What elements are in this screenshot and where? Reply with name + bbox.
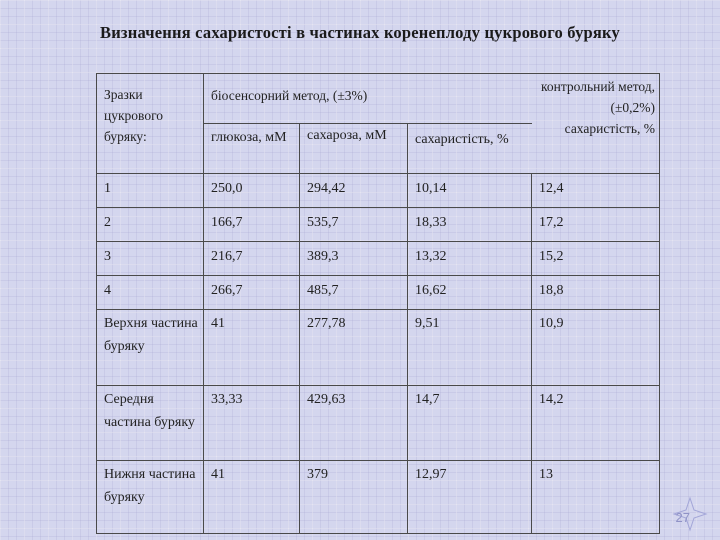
- table-cell: 9,51: [406, 309, 533, 386]
- table-row: 1 250,0 294,42 10,14 12,4: [96, 173, 661, 208]
- page-number: 27: [675, 510, 690, 525]
- table-cell: 12,97: [406, 460, 533, 534]
- table-cell: 1: [96, 173, 204, 208]
- table-row: 3 216,7 389,3 13,32 15,2: [96, 241, 661, 276]
- table-cell: 216,7: [203, 241, 300, 276]
- slide-title: Визначення сахаристості в частинах корен…: [100, 23, 620, 42]
- table-cell: 4: [96, 275, 204, 310]
- table-cell: 485,7: [299, 275, 408, 310]
- table-header-row: Зразки цукрового буряку: біосенсорний ме…: [96, 73, 661, 174]
- table-cell: 2: [96, 207, 204, 242]
- biosensor-method-label: біосенсорний метод, (±3%): [211, 88, 368, 103]
- table-cell: 10,9: [531, 309, 661, 386]
- biosensor-method-header: біосенсорний метод, (±3%): [202, 73, 532, 124]
- table-cell: 277,78: [299, 309, 408, 386]
- control-method-header: контрольний метод, (±0,2%) сахаристість,…: [531, 73, 661, 174]
- table-cell: 3: [96, 241, 204, 276]
- table-cell: 10,14: [406, 173, 533, 208]
- table-cell: 13,32: [406, 241, 533, 276]
- table-cell: 14,2: [531, 385, 661, 461]
- table-row: Верхня частина буряку 41 277,78 9,51 10,…: [96, 309, 661, 386]
- glucose-header: глюкоза, мМ: [203, 123, 300, 174]
- table-cell: 41: [203, 309, 300, 386]
- sucrose-header: сахароза, мМ: [299, 123, 408, 174]
- table-cell: Середня частина буряку: [96, 385, 204, 461]
- sugar-content-header-label: сахаристість, %: [415, 132, 509, 147]
- glucose-header-label: глюкоза, мМ: [211, 130, 287, 145]
- table-cell: 250,0: [203, 173, 300, 208]
- table-cell: 535,7: [299, 207, 408, 242]
- table-cell: 18,8: [531, 275, 661, 310]
- table-cell: 379: [299, 460, 408, 534]
- table-row: 4 266,7 485,7 16,62 18,8: [96, 275, 661, 310]
- table-cell: 18,33: [406, 207, 533, 242]
- table-cell: 166,7: [203, 207, 300, 242]
- table-cell: 14,7: [406, 385, 533, 461]
- sucrose-header-label: сахароза, мМ: [307, 128, 387, 143]
- table-cell: 33,33: [203, 385, 300, 461]
- samples-header-label: Зразки цукрового буряку:: [104, 87, 164, 144]
- table-cell: 15,2: [531, 241, 661, 276]
- table-cell: 12,4: [531, 173, 661, 208]
- table-cell: 17,2: [531, 207, 661, 242]
- table-cell: Верхня частина буряку: [96, 309, 204, 386]
- table-cell: 389,3: [299, 241, 408, 276]
- table-row: 2 166,7 535,7 18,33 17,2: [96, 207, 661, 242]
- table-cell: 294,42: [299, 173, 408, 208]
- table-row: Середня частина буряку 33,33 429,63 14,7…: [96, 385, 661, 461]
- table-row: Нижня частина буряку 41 379 12,97 13: [96, 460, 661, 534]
- table-cell: 16,62: [406, 275, 533, 310]
- table-cell: Нижня частина буряку: [96, 460, 204, 534]
- control-method-label: контрольний метод, (±0,2%) сахаристість,…: [540, 79, 656, 136]
- sugar-content-header: сахаристість, %: [406, 123, 532, 174]
- samples-header: Зразки цукрового буряку:: [96, 73, 204, 174]
- table-cell: 266,7: [203, 275, 300, 310]
- table-cell: 429,63: [299, 385, 408, 461]
- table-cell: 13: [531, 460, 661, 534]
- table-cell: 41: [203, 460, 300, 534]
- sugar-content-table: Зразки цукрового буряку: біосенсорний ме…: [96, 73, 661, 534]
